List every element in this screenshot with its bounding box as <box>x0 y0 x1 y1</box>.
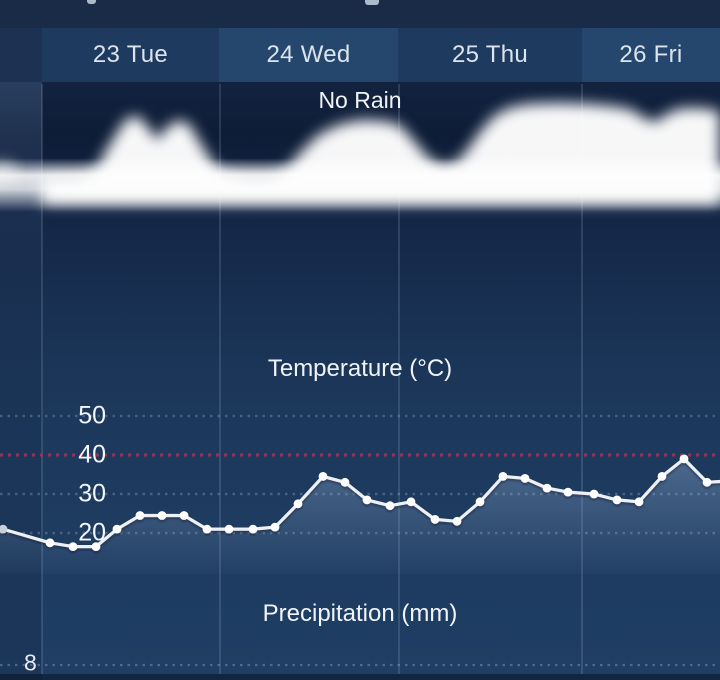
temp-axis-tick-40: 40 <box>78 440 106 469</box>
bottom-divider <box>0 674 720 680</box>
day-header-23-tue[interactable]: 23 Tue <box>42 28 219 82</box>
day-header-26-fri[interactable]: 26 Fri <box>582 28 720 82</box>
temp-axis-tick-30: 30 <box>78 479 106 508</box>
precipitation-section-title: Precipitation (mm) <box>262 600 458 627</box>
cutoff-text-fragment <box>365 0 379 5</box>
top-bar <box>0 0 720 28</box>
no-rain-label: No Rain <box>318 87 402 113</box>
day-header-spacer <box>0 28 42 82</box>
temperature-section-title: Temperature (°C) <box>267 355 453 382</box>
day-header-25-thu[interactable]: 25 Thu <box>398 28 582 82</box>
day-header-24-wed[interactable]: 24 Wed <box>219 28 398 82</box>
temp-axis-tick-20: 20 <box>78 518 106 547</box>
temp-axis-tick-50: 50 <box>78 401 106 430</box>
left-margin-column <box>0 82 42 680</box>
precip-axis-tick-8: 8 <box>24 649 37 676</box>
cutoff-text-fragment <box>87 0 96 4</box>
day-header-row: 23 Tue 24 Wed 25 Thu 26 Fri <box>0 28 720 85</box>
